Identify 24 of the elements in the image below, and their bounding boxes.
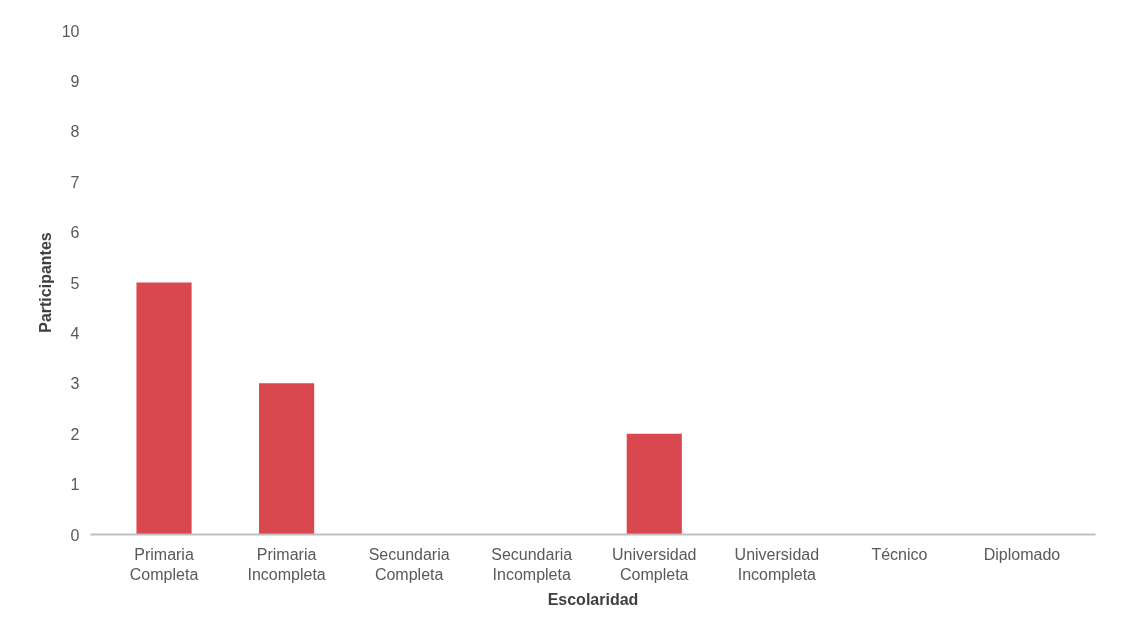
bar	[626, 433, 682, 535]
x-axis-title: Escolaridad	[547, 590, 639, 608]
x-tick-label: Universidad Incompleta	[734, 545, 820, 583]
x-tick-label: Secundaria Completa	[368, 545, 450, 583]
y-tick-label: 3	[70, 375, 80, 393]
y-axis-title: Participantes	[36, 232, 54, 333]
x-tick-label: Primaria Completa	[129, 545, 199, 583]
y-tick-label: 5	[70, 274, 80, 292]
bar	[259, 383, 315, 535]
x-tick-label: Universidad Completa	[612, 545, 697, 583]
y-tick-label: 6	[70, 224, 80, 242]
x-tick-label: Diplomado	[983, 545, 1061, 563]
bar	[136, 282, 192, 535]
y-tick-label: 4	[70, 324, 80, 342]
y-tick-label: 1	[70, 476, 80, 494]
y-tick-label: 8	[70, 123, 80, 141]
x-tick-label: Primaria Incompleta	[247, 545, 326, 583]
x-tick-label: Técnico	[871, 545, 928, 563]
y-tick-label: 9	[70, 72, 80, 90]
y-tick-label: 10	[61, 22, 80, 40]
y-tick-label: 7	[70, 173, 80, 191]
y-tick-label: 2	[70, 425, 80, 443]
x-tick-label: Secundaria Incompleta	[491, 545, 573, 583]
y-tick-label: 0	[70, 526, 80, 544]
